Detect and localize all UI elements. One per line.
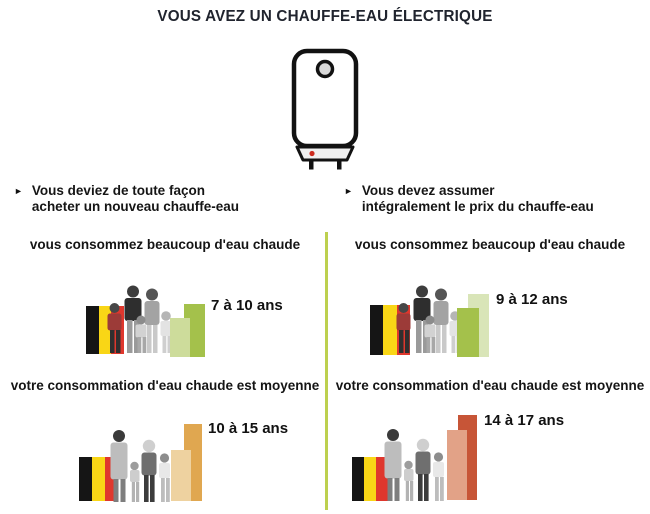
bar-min [171,450,191,501]
flag-stripe-yellow [364,457,376,501]
column-divider [325,232,328,510]
duration-label: 7 à 10 ans [211,297,283,314]
duration-label: 9 à 12 ans [496,291,568,308]
flag-stripe-yellow [383,305,397,355]
duration-label: 14 à 17 ans [484,412,565,429]
water-heater-icon [291,48,359,170]
bullet-right-text: Vous devez assumer intégralement le prix … [362,183,594,215]
bullet-left-text: Vous deviez de toute façon acheter un nou… [32,183,239,215]
flag-stripe-black [352,457,364,501]
flag-stripe-yellow [92,457,105,501]
scenario-subtitle: votre consommation d'eau chaude est moye… [335,378,645,393]
flag-stripe-black [86,306,99,354]
bullet-text-line: intégralement le prix du chauffe-eau [361,199,594,214]
bar-min [170,318,190,357]
scenario-subtitle: votre consommation d'eau chaude est moye… [10,378,320,393]
bar-min [447,430,467,500]
bullet-right: ► Vous devez assumer intégralement le pri… [344,183,594,215]
family-4-icon [384,429,444,501]
arrow-right-icon: ► [344,186,353,196]
bar-min [457,308,479,357]
scenario-subtitle: vous consommez beaucoup d'eau chaude [29,237,301,252]
arrow-right-icon: ► [14,186,23,196]
family-4-icon [110,430,170,502]
bullet-text-line: Vous deviez de toute façon [31,183,205,198]
page-title: VOUS AVEZ UN CHAUFFE-EAU ÉLECTRIQUE [157,8,493,25]
duration-label: 10 à 15 ans [208,420,289,437]
flag-stripe-black [370,305,384,355]
bullet-left: ► Vous deviez de toute façon acheter un n… [14,183,239,215]
flag-stripe-black [79,457,92,501]
scenario-subtitle: vous consommez beaucoup d'eau chaude [354,237,626,252]
bullet-text-line: Vous devez assumer [361,183,495,198]
heater-indicator-dot [309,150,315,157]
bullet-text-line: acheter un nouveau chauffe-eau [31,199,239,214]
